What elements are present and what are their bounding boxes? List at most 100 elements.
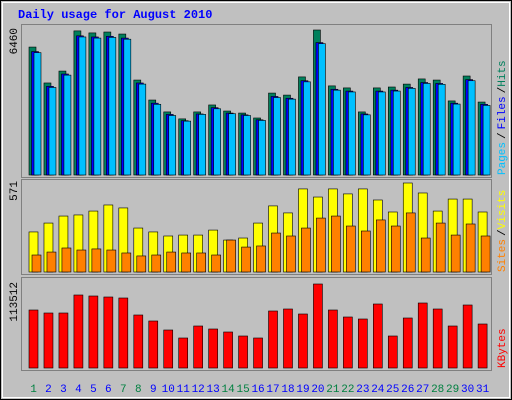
bar: [417, 302, 428, 369]
x-tick-label: 20: [311, 384, 324, 396]
bar: [196, 252, 206, 273]
bar: [223, 331, 233, 369]
bar: [58, 312, 69, 369]
x-tick-label: 13: [207, 384, 220, 396]
bar: [31, 254, 42, 273]
bar: [301, 227, 311, 273]
x-tick-label: 17: [266, 384, 279, 396]
bar: [181, 252, 191, 273]
bar: [48, 87, 57, 176]
bar: [405, 212, 416, 273]
x-tick-label: 5: [90, 384, 97, 396]
bar: [331, 215, 341, 273]
bar: [271, 232, 281, 273]
bar: [78, 36, 87, 176]
x-tick-label: 28: [431, 384, 444, 396]
x-tick-label: 1: [30, 384, 37, 396]
bar: [328, 309, 338, 369]
bar: [93, 37, 102, 176]
bar: [390, 225, 401, 273]
y-tick-label: 113512: [9, 282, 21, 322]
bar: [378, 91, 386, 176]
bar: [228, 113, 236, 176]
bar: [88, 295, 99, 369]
bar: [178, 337, 188, 369]
bar: [243, 115, 251, 176]
bar: [437, 84, 446, 176]
bar: [387, 335, 398, 369]
bar: [256, 245, 266, 273]
bar: [432, 308, 443, 369]
bar: [318, 43, 326, 176]
bar: [376, 219, 386, 273]
bar: [482, 105, 491, 176]
bar: [477, 323, 488, 369]
bar: [91, 248, 102, 273]
bar: [480, 235, 491, 273]
bar: [138, 83, 147, 176]
bar: [118, 297, 129, 369]
bar: [420, 237, 431, 273]
bar: [258, 120, 266, 176]
legend: KBytes: [497, 328, 509, 368]
bar: [63, 74, 72, 176]
bar: [193, 325, 203, 369]
x-tick-label: 4: [75, 384, 82, 396]
legend-separator: /: [497, 229, 509, 236]
bar: [286, 235, 296, 273]
x-tick-label: 25: [386, 384, 399, 396]
bar: [361, 230, 371, 273]
bar: [358, 318, 368, 369]
bar: [33, 52, 42, 176]
bar: [313, 283, 323, 369]
bar: [198, 114, 206, 176]
bar: [183, 120, 191, 176]
bar: [288, 98, 296, 176]
legend-entry: Sites: [497, 239, 509, 272]
bar: [151, 254, 162, 273]
x-tick-label: 6: [105, 384, 112, 396]
bar: [452, 103, 461, 176]
x-tick-label: 30: [461, 384, 474, 396]
legend: Pages/Files/Hits: [497, 60, 509, 175]
legend-entry: Pages: [497, 142, 509, 175]
bar: [447, 325, 458, 369]
bar: [61, 247, 72, 273]
bar: [121, 252, 132, 273]
x-tick-label: 3: [60, 384, 67, 396]
bar: [241, 246, 251, 273]
x-tick-label: 23: [356, 384, 369, 396]
bar: [133, 314, 144, 369]
x-tick-label: 14: [222, 384, 236, 396]
legend-entry: KBytes: [497, 328, 509, 368]
x-tick-label: 22: [341, 384, 354, 396]
bar: [108, 37, 117, 176]
bar: [373, 303, 383, 369]
x-tick-label: 27: [416, 384, 429, 396]
bar: [238, 335, 248, 369]
bar: [253, 337, 263, 369]
bar: [213, 108, 221, 176]
bar: [226, 239, 236, 273]
bar: [346, 225, 356, 273]
bar: [283, 308, 293, 369]
x-tick-label: 7: [120, 384, 127, 396]
x-tick-label: 26: [401, 384, 414, 396]
legend: Sites /Visits: [497, 190, 509, 272]
bar: [467, 80, 476, 176]
bar: [76, 249, 87, 273]
bar: [343, 316, 353, 369]
legend-separator: /: [497, 87, 509, 94]
bar: [348, 91, 356, 176]
bar: [303, 81, 311, 176]
y-tick-label: 571: [9, 181, 21, 201]
x-tick-label: 18: [281, 384, 294, 396]
x-tick-label: 11: [177, 384, 191, 396]
bar: [407, 88, 416, 176]
bar: [208, 328, 218, 369]
bar: [462, 304, 473, 369]
bar: [103, 296, 114, 369]
bar: [298, 313, 308, 369]
